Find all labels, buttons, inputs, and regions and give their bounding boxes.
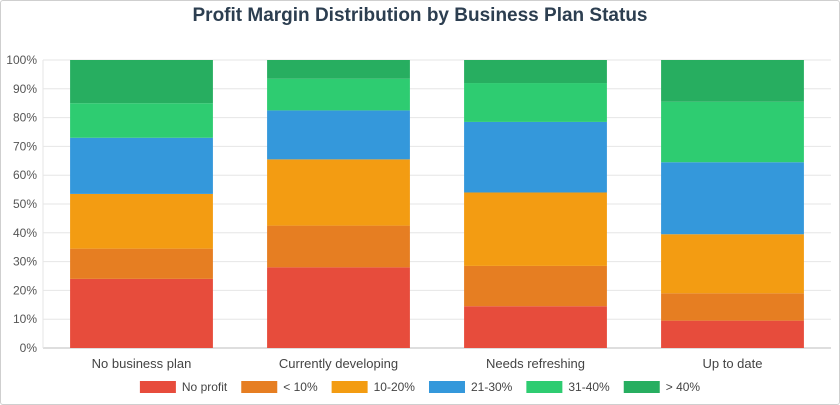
bar-segment xyxy=(70,60,213,104)
x-tick-label: Currently developing xyxy=(279,356,398,371)
legend-item[interactable]: 31-40% xyxy=(526,380,610,394)
bar-segment xyxy=(464,192,607,266)
x-tick-label: No business plan xyxy=(92,356,192,371)
bar-segment xyxy=(70,278,213,348)
y-tick-label: 0% xyxy=(20,341,38,355)
bar-segment xyxy=(661,320,804,348)
bar-segment xyxy=(267,159,410,226)
bar-segment xyxy=(464,121,607,193)
bar-segment xyxy=(267,60,410,79)
bars xyxy=(70,60,804,348)
legend-swatch xyxy=(331,381,368,393)
legend-label: 31-40% xyxy=(568,380,610,394)
bar-segment xyxy=(267,225,410,268)
legend-label: 10-20% xyxy=(374,380,416,394)
x-tick-label: Up to date xyxy=(703,356,763,371)
y-axis: 0% 10% 20% 30% 40% 50% 60% 70% 80% 90% 100% xyxy=(6,53,831,355)
y-tick-label: 10% xyxy=(13,312,37,326)
legend-label: No profit xyxy=(182,380,228,394)
bar-segment xyxy=(661,293,804,321)
bar-segment xyxy=(464,60,607,84)
bar-segment xyxy=(70,193,213,249)
legend-swatch xyxy=(428,381,465,393)
legend-item[interactable]: > 40% xyxy=(623,380,701,394)
legend-label: > 40% xyxy=(666,380,701,394)
legend-item[interactable]: 21-30% xyxy=(428,380,513,394)
bar-segment xyxy=(70,103,213,138)
legend-swatch xyxy=(623,381,660,393)
bar-segment xyxy=(661,162,804,235)
y-tick-label: 90% xyxy=(13,82,37,96)
bar-segment xyxy=(70,248,213,279)
y-tick-label: 60% xyxy=(13,168,37,182)
bar-segment xyxy=(267,110,410,160)
bar-segment xyxy=(661,101,804,163)
legend-swatch xyxy=(526,381,563,393)
bar-segment xyxy=(661,234,804,294)
legend-swatch xyxy=(139,381,176,393)
bar-segment xyxy=(464,306,607,348)
y-tick-label: 100% xyxy=(6,53,37,67)
legend-item[interactable]: 10-20% xyxy=(331,380,416,394)
y-tick-label: 70% xyxy=(13,139,37,153)
bar-segment xyxy=(661,60,804,102)
y-tick-label: 80% xyxy=(13,111,37,125)
y-tick-label: 50% xyxy=(13,197,37,211)
bar-segment xyxy=(267,78,410,111)
bar-segment xyxy=(464,265,607,307)
bar-segment xyxy=(464,83,607,122)
y-tick-label: 20% xyxy=(13,283,37,297)
chart-title: Profit Margin Distribution by Business P… xyxy=(192,5,648,26)
legend: No profit < 10% 10-20% 21-30% 31-40% > 40% xyxy=(139,380,701,394)
bar-segment xyxy=(267,267,410,348)
legend-item[interactable]: < 10% xyxy=(241,380,318,394)
legend-item[interactable]: No profit xyxy=(139,380,228,394)
x-axis: No business plan Currently developing Need… xyxy=(92,356,763,371)
legend-swatch xyxy=(241,381,278,393)
legend-label: < 10% xyxy=(283,380,318,394)
bar-segment xyxy=(70,137,213,194)
legend-label: 21-30% xyxy=(471,380,513,394)
x-tick-label: Needs refreshing xyxy=(486,356,585,371)
y-tick-label: 40% xyxy=(13,226,37,240)
y-tick-label: 30% xyxy=(13,255,37,269)
